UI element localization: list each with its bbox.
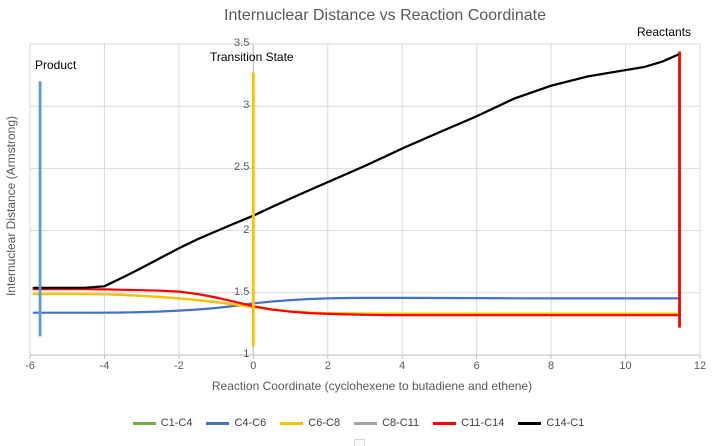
- y-tick-label: 2: [243, 223, 250, 236]
- annotation-product: Product: [35, 58, 77, 72]
- y-tick-label: 2.5: [234, 161, 250, 174]
- legend: C1-C4 C4-C6 C6-C8 C8-C11 C11-C14 C14-C1: [0, 417, 717, 429]
- chart-title: Internuclear Distance vs Reaction Coordi…: [224, 7, 546, 24]
- x-tick-label: 2: [324, 360, 331, 372]
- x-tick-label: -2: [173, 360, 184, 372]
- legend-swatch-icon: [206, 421, 230, 425]
- legend-item-c8-c11[interactable]: C8-C11: [354, 417, 419, 429]
- x-tick-label: 4: [399, 360, 406, 372]
- legend-item-c1-c4[interactable]: C1-C4: [132, 417, 193, 429]
- resize-handle-icon[interactable]: [354, 439, 365, 446]
- series-c4-c6[interactable]: [32, 296, 681, 314]
- legend-item-c11-c14[interactable]: C11-C14: [433, 417, 504, 429]
- legend-label: C8-C11: [382, 417, 420, 429]
- x-tick-label: -4: [99, 360, 110, 372]
- x-tick-label: 10: [619, 360, 632, 372]
- x-tick-label: 0: [250, 360, 257, 372]
- legend-label: C1-C4: [160, 417, 193, 429]
- legend-label: C14-C1: [546, 417, 585, 429]
- legend-label: C4-C6: [234, 417, 267, 429]
- y-tick-label: 1: [243, 348, 250, 360]
- x-tick-label: 8: [548, 360, 555, 372]
- annotation-reactants: Reactants: [637, 25, 692, 39]
- series-c8-c11[interactable]: [32, 52, 681, 289]
- legend-swatch-icon: [518, 421, 542, 425]
- legend-swatch-icon: [354, 421, 378, 425]
- x-axis-title: Reaction Coordinate (cyclohexene to buta…: [211, 379, 533, 393]
- legend-item-c4-c6[interactable]: C4-C6: [206, 417, 266, 429]
- annotation-transition-state: Transition State: [210, 50, 294, 64]
- legend-label: C6-C8: [308, 417, 341, 429]
- x-tick-label: 12: [693, 360, 707, 372]
- legend-swatch-icon: [132, 421, 156, 425]
- legend-item-c6-c8[interactable]: C6-C8: [280, 417, 340, 429]
- y-tick-label: 3.5: [234, 37, 250, 49]
- y-axis-title: Internuclear Distance (Armstrong): [4, 115, 18, 297]
- plot-border: [29, 43, 701, 356]
- series-c14-c1[interactable]: [32, 52, 681, 289]
- legend-item-c14-c1[interactable]: C14-C1: [518, 417, 584, 429]
- legend-swatch-icon: [280, 421, 304, 425]
- series-c11-c14[interactable]: [32, 288, 681, 317]
- y-tick-label: 1.5: [234, 285, 250, 298]
- legend-swatch-icon: [433, 421, 457, 425]
- y-tick-label: 3: [243, 99, 250, 112]
- legend-label: C11-C14: [461, 417, 505, 429]
- x-tick-label: -6: [25, 360, 35, 372]
- x-tick-label: 6: [473, 360, 480, 372]
